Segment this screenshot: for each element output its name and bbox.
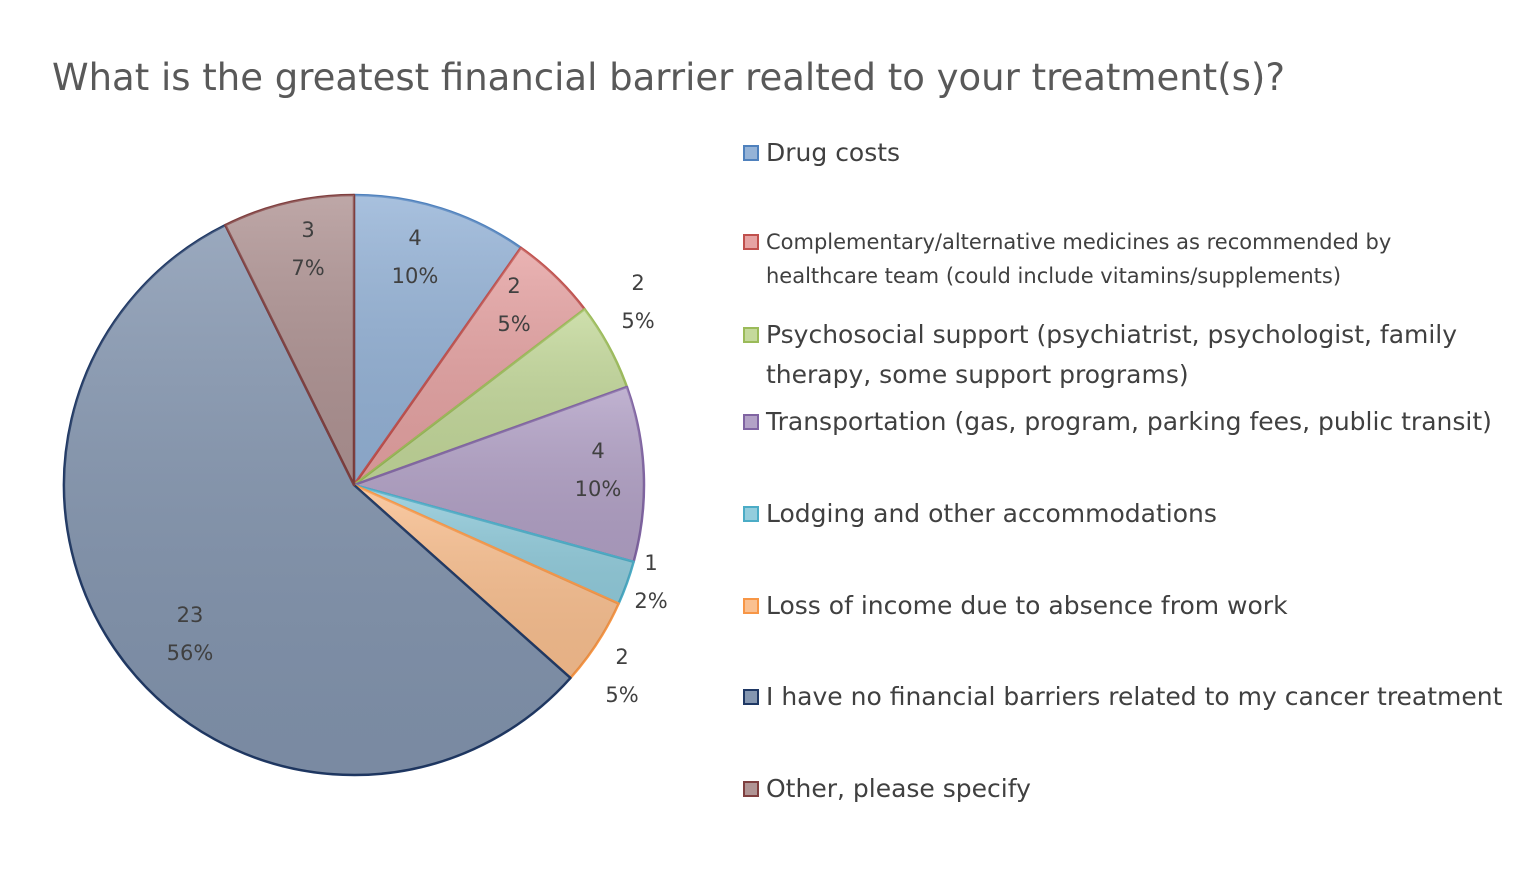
pie-slice-shade-2 xyxy=(354,247,585,485)
data-label-value-3: 2 xyxy=(631,271,644,295)
pie-slice-shade-3 xyxy=(354,309,627,485)
legend-swatch-7 xyxy=(743,689,759,705)
pie-slice-shade-1 xyxy=(354,195,521,485)
legend-swatch-2 xyxy=(743,234,759,250)
legend-swatch-3 xyxy=(743,327,759,343)
legend-label-8: Other, please specify xyxy=(766,774,1031,803)
legend-label-1: Drug costs xyxy=(766,138,901,167)
data-label-value-2: 2 xyxy=(507,274,520,298)
data-label-value-1: 4 xyxy=(408,226,421,250)
data-label-percent-5: 2% xyxy=(634,589,667,613)
legend-swatch-6 xyxy=(743,598,759,614)
data-label-percent-1: 10% xyxy=(392,264,439,288)
pie-slice-shade-8 xyxy=(225,195,354,485)
legend-item-4: Transportation (gas, program, parking fe… xyxy=(743,402,1506,442)
legend-item-1: Drug costs xyxy=(743,133,1506,173)
legend-label-3: Psychosocial support (psychiatrist, psyc… xyxy=(766,320,1458,389)
legend-swatch-4 xyxy=(743,414,759,430)
legend-label-7: I have no financial barriers related to … xyxy=(766,682,1503,711)
legend-label-2: Complementary/alternative medicines as r… xyxy=(766,230,1392,288)
pie-slice-shade-4 xyxy=(354,386,644,562)
data-label-percent-8: 7% xyxy=(291,256,324,280)
data-label-percent-2: 5% xyxy=(497,312,530,336)
data-label-value-8: 3 xyxy=(301,218,314,242)
legend-item-2: Complementary/alternative medicines as r… xyxy=(743,225,1466,293)
legend-item-5: Lodging and other accommodations xyxy=(743,494,1506,534)
chart-title: What is the greatest financial barrier r… xyxy=(52,56,1285,99)
legend-item-8: Other, please specify xyxy=(743,769,1506,809)
legend-swatch-8 xyxy=(743,781,759,797)
data-label-percent-4: 10% xyxy=(575,477,622,501)
legend-swatch-5 xyxy=(743,506,759,522)
data-label-value-4: 4 xyxy=(591,439,604,463)
data-label-value-7: 23 xyxy=(177,603,204,627)
data-label-percent-7: 56% xyxy=(167,641,214,665)
legend-label-5: Lodging and other accommodations xyxy=(766,499,1217,528)
data-label-value-5: 1 xyxy=(644,551,657,575)
pie-slice-shade-5 xyxy=(354,485,634,604)
legend-swatch-1 xyxy=(743,145,759,161)
legend-item-6: Loss of income due to absence from work xyxy=(743,586,1506,626)
legend-label-6: Loss of income due to absence from work xyxy=(766,591,1288,620)
data-label-value-6: 2 xyxy=(615,645,628,669)
legend-item-7: I have no financial barriers related to … xyxy=(743,677,1506,717)
pie-chart: 4 10% 2 5% 2 5% 4 10% 1 2% 2 5% 23 56% 3 7% xyxy=(62,193,668,777)
data-label-percent-3: 5% xyxy=(621,309,654,333)
legend-item-3: Psychosocial support (psychiatrist, psyc… xyxy=(743,315,1506,395)
legend-label-4: Transportation (gas, program, parking fe… xyxy=(766,407,1492,436)
data-label-percent-6: 5% xyxy=(605,683,638,707)
pie-slice-shade-7 xyxy=(63,225,571,775)
pie-slice-shade-6 xyxy=(354,485,619,678)
